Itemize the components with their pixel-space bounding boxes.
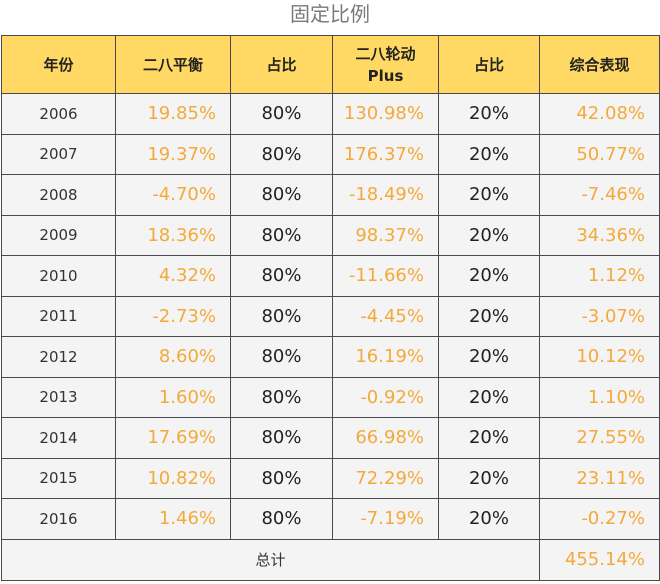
returns-table: 年份 二八平衡 占比 二八轮动 Plus 占比 综合表现 2006 19.85% 80… xyxy=(1,35,660,581)
table-row: 2008 -4.70% 80% -18.49% 20% -7.46% xyxy=(1,174,660,216)
table-row: 2009 18.36% 80% 98.37% 20% 34.36% xyxy=(1,214,660,256)
total-value: 455.14% xyxy=(539,538,660,581)
cell-rotation: 72.29% xyxy=(332,457,439,499)
cell-rotation: -4.45% xyxy=(332,295,439,337)
cell-rotation: 66.98% xyxy=(332,417,439,459)
table-row: 2014 17.69% 80% 66.98% 20% 27.55% xyxy=(1,417,660,459)
cell-rotation: -7.19% xyxy=(332,498,439,540)
cell-year: 2007 xyxy=(1,133,116,175)
cell-year: 2014 xyxy=(1,417,116,459)
cell-balance: 8.60% xyxy=(115,336,231,378)
cell-year: 2015 xyxy=(1,457,116,499)
cell-combined: 50.77% xyxy=(539,133,660,175)
cell-balance: 18.36% xyxy=(115,214,231,256)
cell-ratio-2: 20% xyxy=(438,457,540,499)
cell-combined: 27.55% xyxy=(539,417,660,459)
cell-combined: 23.11% xyxy=(539,457,660,499)
cell-ratio-1: 80% xyxy=(230,255,333,297)
cell-ratio-2: 20% xyxy=(438,498,540,540)
cell-year: 2008 xyxy=(1,174,116,216)
page-title: 固定比例 xyxy=(290,2,370,26)
header-year: 年份 xyxy=(1,35,116,94)
cell-year: 2016 xyxy=(1,498,116,540)
cell-year: 2013 xyxy=(1,376,116,418)
cell-ratio-1: 80% xyxy=(230,417,333,459)
cell-year: 2012 xyxy=(1,336,116,378)
cell-combined: 1.12% xyxy=(539,255,660,297)
table-body: 2006 19.85% 80% 130.98% 20% 42.08% 2007 19.37% 8… xyxy=(1,93,660,581)
cell-ratio-2: 20% xyxy=(438,295,540,337)
cell-ratio-1: 80% xyxy=(230,214,333,256)
cell-ratio-2: 20% xyxy=(438,214,540,256)
total-label: 总计 xyxy=(1,538,540,581)
cell-ratio-1: 80% xyxy=(230,376,333,418)
cell-rotation: 130.98% xyxy=(332,93,439,135)
header-rotation: 二八轮动 Plus xyxy=(332,35,439,94)
cell-ratio-1: 80% xyxy=(230,174,333,216)
cell-year: 2006 xyxy=(1,93,116,135)
cell-ratio-2: 20% xyxy=(438,174,540,216)
cell-balance: 17.69% xyxy=(115,417,231,459)
cell-balance: 1.46% xyxy=(115,498,231,540)
cell-year: 2011 xyxy=(1,295,116,337)
table-row: 2010 4.32% 80% -11.66% 20% 1.12% xyxy=(1,255,660,297)
cell-ratio-2: 20% xyxy=(438,133,540,175)
cell-rotation: 98.37% xyxy=(332,214,439,256)
table-row: 2016 1.46% 80% -7.19% 20% -0.27% xyxy=(1,498,660,540)
cell-balance: 19.37% xyxy=(115,133,231,175)
table-row: 2013 1.60% 80% -0.92% 20% 1.10% xyxy=(1,376,660,418)
header-ratio-2: 占比 xyxy=(438,35,540,94)
cell-rotation: 16.19% xyxy=(332,336,439,378)
cell-ratio-1: 80% xyxy=(230,93,333,135)
cell-balance: 4.32% xyxy=(115,255,231,297)
total-row: 总计 455.14% xyxy=(1,538,660,581)
header-combined: 综合表现 xyxy=(539,35,660,94)
cell-ratio-2: 20% xyxy=(438,336,540,378)
cell-ratio-1: 80% xyxy=(230,295,333,337)
header-row: 年份 二八平衡 占比 二八轮动 Plus 占比 综合表现 xyxy=(1,35,660,94)
cell-balance: -4.70% xyxy=(115,174,231,216)
cell-ratio-2: 20% xyxy=(438,255,540,297)
cell-combined: -3.07% xyxy=(539,295,660,337)
cell-year: 2010 xyxy=(1,255,116,297)
cell-rotation: -18.49% xyxy=(332,174,439,216)
cell-ratio-1: 80% xyxy=(230,336,333,378)
cell-ratio-1: 80% xyxy=(230,457,333,499)
cell-combined: 42.08% xyxy=(539,93,660,135)
table-row: 2006 19.85% 80% 130.98% 20% 42.08% xyxy=(1,93,660,135)
cell-balance: 1.60% xyxy=(115,376,231,418)
cell-rotation: 176.37% xyxy=(332,133,439,175)
cell-combined: -0.27% xyxy=(539,498,660,540)
cell-balance: -2.73% xyxy=(115,295,231,337)
cell-combined: -7.46% xyxy=(539,174,660,216)
table-row: 2015 10.82% 80% 72.29% 20% 23.11% xyxy=(1,457,660,499)
table-header: 年份 二八平衡 占比 二八轮动 Plus 占比 综合表现 xyxy=(1,35,660,94)
header-balance: 二八平衡 xyxy=(115,35,231,94)
cell-balance: 10.82% xyxy=(115,457,231,499)
cell-rotation: -0.92% xyxy=(332,376,439,418)
cell-ratio-2: 20% xyxy=(438,93,540,135)
table-row: 2012 8.60% 80% 16.19% 20% 10.12% xyxy=(1,336,660,378)
cell-ratio-1: 80% xyxy=(230,133,333,175)
cell-combined: 34.36% xyxy=(539,214,660,256)
table-row: 2011 -2.73% 80% -4.45% 20% -3.07% xyxy=(1,295,660,337)
cell-balance: 19.85% xyxy=(115,93,231,135)
cell-ratio-2: 20% xyxy=(438,376,540,418)
table-row: 2007 19.37% 80% 176.37% 20% 50.77% xyxy=(1,133,660,175)
header-ratio-1: 占比 xyxy=(230,35,333,94)
cell-year: 2009 xyxy=(1,214,116,256)
cell-rotation: -11.66% xyxy=(332,255,439,297)
cell-ratio-2: 20% xyxy=(438,417,540,459)
cell-combined: 1.10% xyxy=(539,376,660,418)
cell-combined: 10.12% xyxy=(539,336,660,378)
cell-ratio-1: 80% xyxy=(230,498,333,540)
